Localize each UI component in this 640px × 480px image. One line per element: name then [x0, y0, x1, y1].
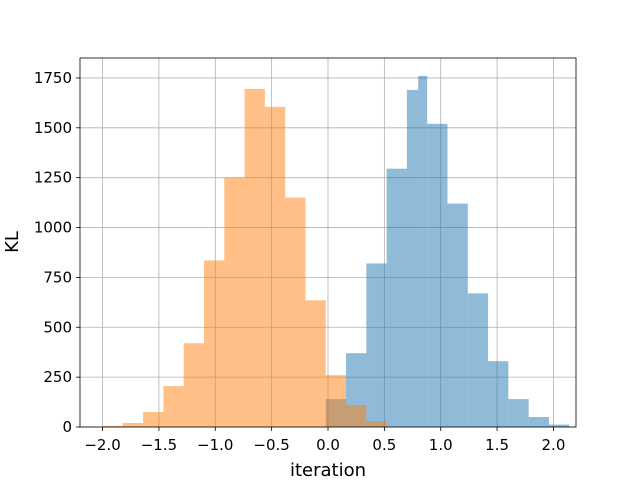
histogram-bar-series-2 [244, 88, 265, 428]
histogram-bar-series-2 [325, 375, 347, 427]
x-tick-label: 1.5 [485, 436, 509, 454]
histogram-bar-series-2 [346, 405, 367, 427]
histogram-bar-series-2 [122, 423, 144, 427]
x-tick-label: 0.0 [316, 436, 340, 454]
y-tick-label: 250 [43, 368, 72, 386]
ticks-layer: −2.0 −1.5 −1.0 −0.5 0.0 0.5 1.0 1.5 2.0 0 250 500 75… [34, 69, 566, 454]
histogram-bar-series-2 [264, 106, 286, 428]
histogram-bar-series-2 [163, 386, 184, 427]
x-tick-label: −1.0 [197, 436, 233, 454]
x-tick-label: −0.5 [253, 436, 289, 454]
histogram-bar-series-2 [224, 177, 245, 427]
y-tick-label: 1250 [34, 169, 72, 187]
histogram-bar-series-1 [386, 168, 407, 427]
x-tick-label: 1.0 [429, 436, 453, 454]
histogram-bar-series-2 [366, 421, 387, 427]
y-tick-label: 1750 [34, 69, 72, 87]
histogram-bar-series-1 [548, 424, 570, 427]
histogram-bar-series-1 [467, 293, 489, 427]
histogram-bar-series-1 [427, 123, 448, 427]
y-tick-label: 750 [43, 268, 72, 286]
bars-layer [102, 75, 570, 428]
y-tick-label: 1000 [34, 219, 72, 237]
histogram-bar-series-1 [418, 75, 428, 427]
x-axis-label: iteration [290, 460, 366, 480]
histogram-bar-series-1 [508, 399, 529, 427]
x-tick-label: 0.5 [372, 436, 396, 454]
histogram-bar-series-2 [102, 426, 123, 427]
histogram-bar-series-2 [285, 197, 306, 427]
histogram-bar-series-1 [488, 361, 509, 427]
y-tick-label: 1500 [34, 119, 72, 137]
histogram-bar-series-2 [305, 300, 326, 427]
histogram-bar-series-1 [447, 203, 468, 427]
x-tick-label: −1.5 [141, 436, 177, 454]
y-tick-label: 0 [62, 418, 72, 436]
x-tick-label: −2.0 [84, 436, 120, 454]
y-axis-label: KL [2, 231, 23, 253]
histogram-bar-series-2 [183, 343, 204, 427]
grid-layer [80, 58, 576, 428]
y-tick-label: 500 [43, 318, 72, 336]
histogram-bar-series-2 [143, 412, 164, 427]
histogram-bar-series-1 [406, 89, 419, 427]
histogram-bar-series-1 [528, 417, 549, 427]
x-tick-label: 2.0 [542, 436, 566, 454]
histogram-bar-series-1 [366, 263, 387, 427]
histogram-bar-series-2 [204, 260, 225, 427]
